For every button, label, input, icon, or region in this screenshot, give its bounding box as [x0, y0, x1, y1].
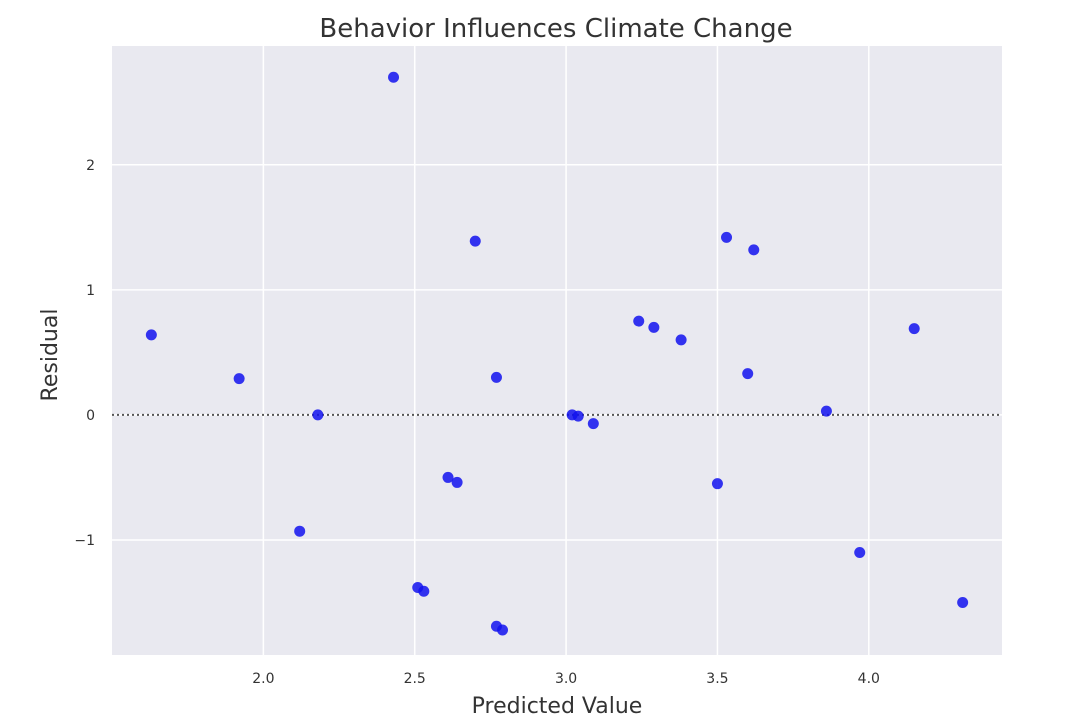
y-tick-label: 1 — [86, 283, 95, 299]
data-point — [711, 478, 723, 490]
data-point — [294, 525, 306, 537]
plot-area — [112, 46, 1002, 655]
chart-title: Behavior Influences Climate Change — [319, 14, 792, 44]
y-tick-label: −1 — [74, 533, 95, 549]
data-points — [145, 71, 969, 636]
data-point — [497, 624, 509, 636]
data-point — [312, 409, 324, 421]
data-point — [418, 585, 430, 597]
x-tick-label: 3.5 — [706, 671, 728, 687]
y-axis-label: Residual — [38, 309, 63, 402]
data-point — [957, 596, 969, 608]
data-point — [145, 329, 157, 341]
x-tick-label: 3.0 — [555, 671, 577, 687]
x-tick-label: 2.0 — [252, 671, 274, 687]
data-point — [442, 471, 454, 483]
data-point — [748, 244, 760, 256]
data-point — [388, 71, 400, 83]
data-point — [675, 334, 687, 346]
data-point — [469, 235, 481, 247]
x-tick-labels: 2.0 2.5 3.0 3.5 4.0 — [252, 671, 880, 687]
data-point — [587, 418, 599, 430]
data-point — [908, 323, 920, 335]
data-point — [721, 231, 733, 243]
data-point — [742, 368, 754, 380]
y-tick-labels: −1 0 1 2 — [74, 158, 95, 549]
y-tick-label: 2 — [86, 158, 95, 174]
data-point — [648, 321, 660, 333]
y-tick-label: 0 — [86, 408, 95, 424]
data-point — [451, 476, 463, 488]
data-point — [820, 405, 832, 417]
x-tick-label: 2.5 — [404, 671, 426, 687]
x-tick-label: 4.0 — [858, 671, 880, 687]
data-point — [490, 371, 502, 383]
data-point — [633, 315, 645, 327]
x-axis-label: Predicted Value — [472, 694, 643, 719]
data-point — [572, 410, 584, 422]
data-point — [854, 546, 866, 558]
data-point — [233, 373, 245, 385]
